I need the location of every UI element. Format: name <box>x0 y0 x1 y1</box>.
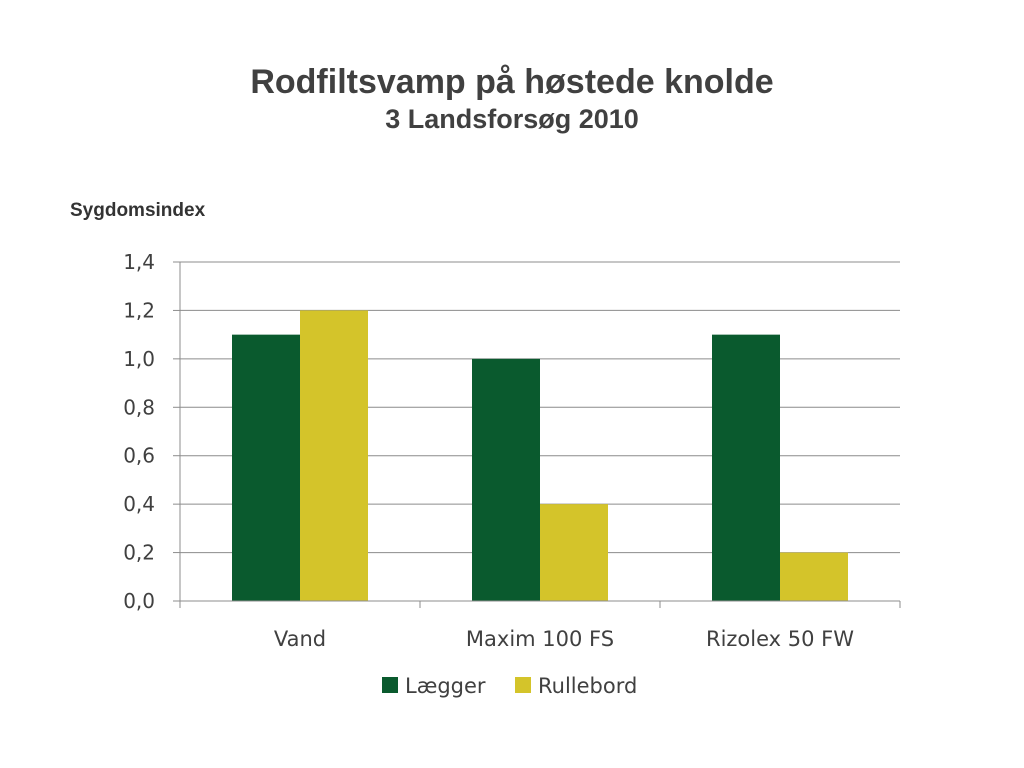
bar-rullebord-0 <box>300 310 368 601</box>
chart-title: Rodfiltsvamp på høstede knolde <box>250 63 774 101</box>
title-block: Rodfiltsvamp på høstede knolde 3 Landsfo… <box>0 62 1024 136</box>
legend-swatch-rullebord <box>515 677 531 693</box>
legend: Lægger Rullebord <box>382 674 637 698</box>
y-tick-label: 0,2 <box>123 541 155 565</box>
y-tick-label: 0,0 <box>123 589 155 613</box>
y-tick-label: 0,8 <box>123 395 155 419</box>
bar-lægger-2 <box>712 334 780 601</box>
legend-swatch-lægger <box>382 677 398 693</box>
y-tick-label: 0,6 <box>123 444 155 468</box>
y-tick-label: 1,2 <box>123 298 155 322</box>
y-axis-label: Sygdomsindex <box>70 200 206 221</box>
y-tick-label: 0,4 <box>123 492 155 516</box>
x-category-label: Maxim 100 FS <box>466 627 614 651</box>
bar-lægger-1 <box>472 358 540 601</box>
x-category-label: Vand <box>274 627 326 651</box>
bar-rullebord-2 <box>780 552 848 601</box>
y-tick-label: 1,4 <box>123 250 155 274</box>
y-tick-labels: 0,0 0,2 0,4 0,6 0,8 1,0 1,2 1,4 <box>123 250 155 613</box>
bar-lægger-0 <box>232 334 300 601</box>
y-tick-label: 1,0 <box>123 347 155 371</box>
legend-label: Lægger <box>405 674 486 698</box>
legend-label: Rullebord <box>538 674 637 698</box>
x-category-label: Rizolex 50 FW <box>706 627 854 651</box>
chart-subtitle: 3 Landsforsøg 2010 <box>385 104 639 134</box>
axes <box>173 261 901 608</box>
bars <box>232 310 848 601</box>
x-category-labels: Vand Maxim 100 FS Rizolex 50 FW <box>274 627 854 651</box>
bar-rullebord-1 <box>540 504 608 601</box>
